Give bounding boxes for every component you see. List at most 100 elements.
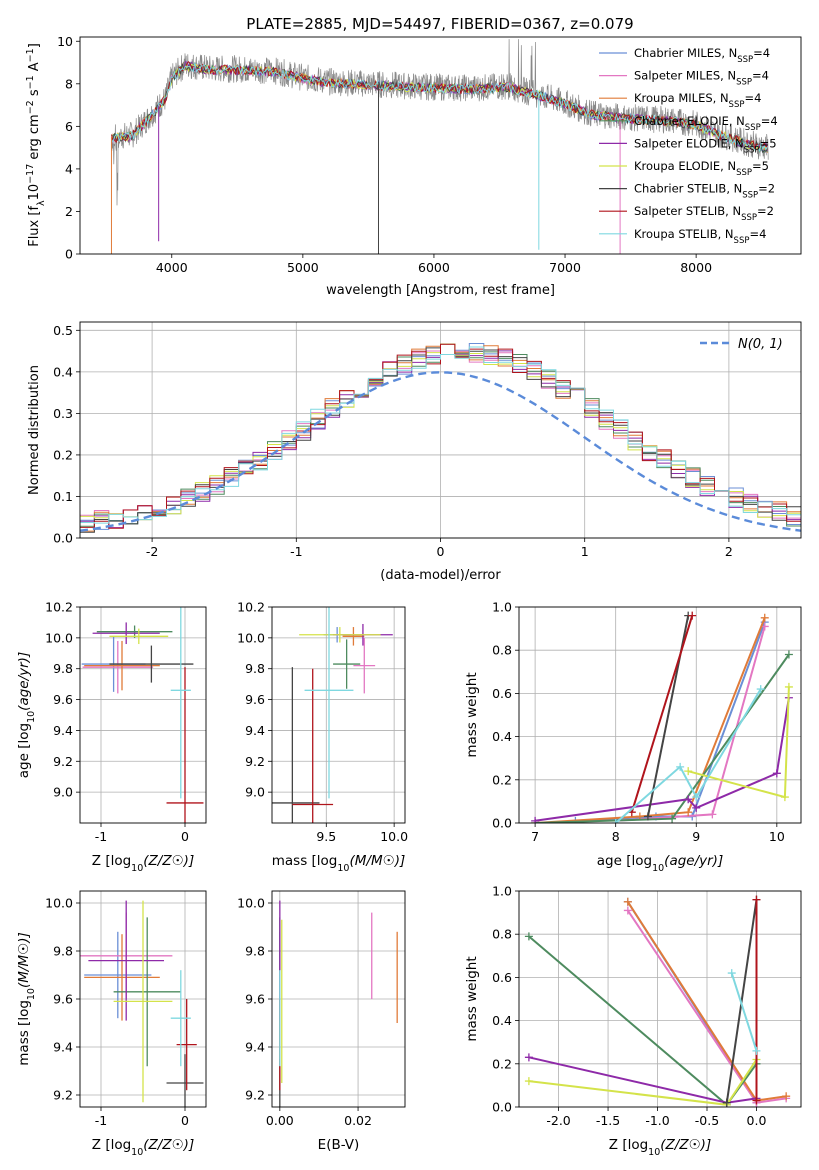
x-tick-label: -1 xyxy=(95,1113,107,1128)
weight-marker xyxy=(684,795,693,804)
x-tick-label: 9 xyxy=(692,829,700,844)
y-axis-label: Normed distribution xyxy=(27,365,42,495)
y-tick-label: 0.4 xyxy=(53,364,73,379)
model-spectrum-8 xyxy=(111,62,768,152)
y-tick-label: 0.2 xyxy=(492,1056,512,1071)
panel-weight-vs-Z: -2.0 -1.5 -1.0 -0.5 0.0 0.0 0.2 0.4 0.6 0.8 1.0 Z [… xyxy=(464,884,802,1158)
model-spectrum-7 xyxy=(111,60,768,150)
plot-area xyxy=(80,900,204,1107)
legend-entry: N(0, 1) xyxy=(738,337,783,352)
weight-marker xyxy=(611,819,620,823)
y-tick-label: 0.8 xyxy=(492,643,512,658)
axes: 0.00 0.02 9.2 9.4 9.6 9.8 10.0 E(B-V) xyxy=(237,890,406,1153)
weight-marker xyxy=(780,793,789,802)
axes-frame xyxy=(518,606,802,824)
x-tick-label: 4000 xyxy=(156,260,188,275)
gridlines xyxy=(80,606,206,823)
y-tick-label: 9.2 xyxy=(53,754,73,769)
panel-mass-vs-EBV: 0.00 0.02 9.2 9.4 9.6 9.8 10.0 E(B-V) xyxy=(237,890,406,1153)
y-tick-label: 0.2 xyxy=(53,447,73,462)
weight-marker xyxy=(623,906,632,915)
axes: -1 0 9.2 9.4 9.6 9.8 10.0 Z [log10(Z/Z☉)] mass [… xyxy=(16,890,207,1158)
plot-area xyxy=(110,39,769,254)
residual-histogram-7 xyxy=(80,343,801,538)
legend-entry: Salpeter MILES, NSSP=4 xyxy=(634,69,769,88)
y-tick-label: 0.0 xyxy=(492,1100,512,1115)
plot-area xyxy=(531,611,793,823)
weight-marker xyxy=(524,1053,533,1062)
axes: -1 0 9.0 9.2 9.4 9.6 9.8 10.0 10.2 Z [log10(Z/Z☉)… xyxy=(16,600,207,874)
x-tick-label: 0.02 xyxy=(344,1113,372,1128)
x-tick-label: -1.0 xyxy=(645,1113,669,1128)
gridlines xyxy=(519,890,801,1108)
x-tick-label: 0.0 xyxy=(747,1113,767,1128)
x-tick-label: 9.5 xyxy=(316,829,336,844)
y-tick-label: 9.8 xyxy=(245,944,265,959)
weight-marker xyxy=(668,814,677,823)
legend-entry: Chabrier STELIB, NSSP=2 xyxy=(634,182,775,201)
y-tick-label: 9.0 xyxy=(53,785,73,800)
y-tick-label: 9.8 xyxy=(53,661,73,676)
weight-marker xyxy=(692,803,701,812)
x-tick-label: 8 xyxy=(612,829,620,844)
y-tick-label: 10.2 xyxy=(45,600,73,615)
plot-area xyxy=(81,607,204,823)
x-tick-label: -2.0 xyxy=(546,1113,570,1128)
y-tick-label: 10.0 xyxy=(237,896,265,911)
y-tick-label: 2 xyxy=(65,204,73,219)
x-tick-label: 0 xyxy=(437,544,445,559)
weight-line-8 xyxy=(615,688,762,823)
x-tick-label: -1.5 xyxy=(596,1113,620,1128)
y-tick-label: 8 xyxy=(65,76,73,91)
residual-histogram-8 xyxy=(80,346,801,538)
y-tick-label: 9.2 xyxy=(53,1088,73,1103)
y-tick-label: 10.0 xyxy=(45,896,73,911)
legend-entry: Kroupa STELIB, NSSP=4 xyxy=(634,227,766,246)
y-tick-label: 10.2 xyxy=(237,600,265,615)
y-tick-label: 0.4 xyxy=(492,1013,512,1028)
x-tick-label: 0 xyxy=(181,1113,189,1128)
axes: -2.0 -1.5 -1.0 -0.5 0.0 0.0 0.2 0.4 0.6 0.8 1.0 Z [… xyxy=(464,884,802,1158)
axes-frame xyxy=(79,606,207,824)
y-tick-label: 9.6 xyxy=(245,692,265,707)
y-tick-label: 0.3 xyxy=(53,406,73,421)
panel-age-vs-mass: 9.5 10.0 9.0 9.2 9.4 9.6 9.8 10.0 10.2 mass [log1… xyxy=(237,600,408,874)
weight-marker xyxy=(684,767,693,776)
y-tick-label: 10 xyxy=(57,34,73,49)
weight-marker xyxy=(752,895,761,904)
x-tick-label: 10.0 xyxy=(380,829,408,844)
x-tick-label: -0.5 xyxy=(695,1113,719,1128)
legend-entry: Salpeter STELIB, NSSP=2 xyxy=(634,204,774,223)
y-tick-label: 9.2 xyxy=(245,1088,265,1103)
legend: N(0, 1) xyxy=(700,337,783,352)
axes: 7 8 9 10 0.0 0.2 0.4 0.6 0.8 1.0 age [log10(age/yr… xyxy=(464,600,802,874)
y-tick-label: 9.8 xyxy=(245,661,265,676)
y-axis-label: age [log10(age/yr)] xyxy=(16,652,37,778)
x-tick-label: 6000 xyxy=(418,260,450,275)
x-tick-label: 10 xyxy=(769,829,785,844)
x-tick-label: 7 xyxy=(531,829,539,844)
weight-marker xyxy=(784,650,793,659)
y-tick-label: 6 xyxy=(65,119,73,134)
x-tick-label: -1 xyxy=(95,829,107,844)
y-tick-label: 0.6 xyxy=(492,970,512,985)
x-tick-label: 7000 xyxy=(549,260,581,275)
axes-frame xyxy=(271,890,406,1108)
axes-frame xyxy=(79,36,802,255)
weight-marker xyxy=(752,1046,761,1055)
y-tick-label: 0.5 xyxy=(53,323,73,338)
y-tick-label: 9.4 xyxy=(53,1040,73,1055)
legend-entry: Kroupa ELODIE, NSSP=5 xyxy=(634,159,769,178)
y-tick-label: 4 xyxy=(65,161,73,176)
y-tick-label: 0.8 xyxy=(492,927,512,942)
panel-age-vs-Z: -1 0 9.0 9.2 9.4 9.6 9.8 10.0 10.2 Z [log10(Z/Z☉)… xyxy=(16,600,207,874)
panel-mass-vs-Z: -1 0 9.2 9.4 9.6 9.8 10.0 Z [log10(Z/Z☉)] mass [… xyxy=(16,890,207,1158)
gridlines xyxy=(272,891,405,1107)
x-tick-label: -2 xyxy=(146,544,158,559)
weight-marker xyxy=(688,611,697,620)
y-tick-label: 0.0 xyxy=(53,531,73,546)
y-axis-label: Flux [fλ10−17 erg cm−2 s−1 A−1] xyxy=(25,43,47,247)
x-axis-label: Z [log10(Z/Z☉)] xyxy=(92,853,194,874)
